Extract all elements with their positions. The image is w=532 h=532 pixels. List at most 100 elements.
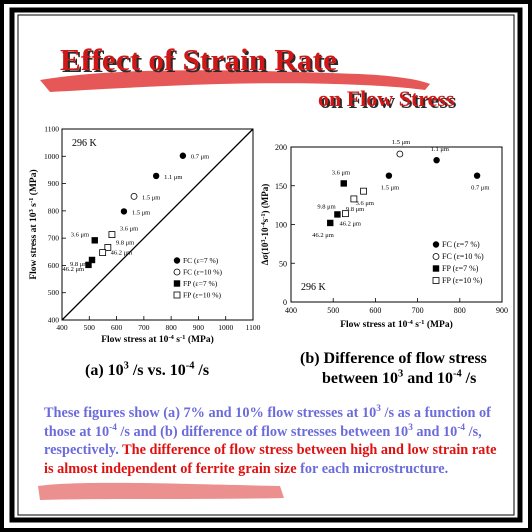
legend-label-a: FP (ε=7 %): [183, 279, 218, 288]
legend-marker-a: [173, 257, 181, 264]
legend-marker-b: [432, 241, 440, 248]
y-tick-label-a: 900: [48, 179, 60, 188]
legend-label-a: FC (ε=10 %): [183, 268, 223, 277]
point-label-a: 46.2 μm: [111, 250, 133, 257]
data-point-a: [120, 208, 128, 215]
data-point-a: [108, 231, 116, 238]
y-axis-label-a: Flow stress at 103 s-1 (MPa): [28, 169, 40, 279]
point-label-a: 3.6 μm: [120, 226, 138, 233]
point-label-b: 46.2 μm: [339, 221, 361, 228]
data-point-a: [179, 152, 187, 159]
point-label-a: 46.2 μm: [62, 266, 84, 273]
point-label-b: 1.5 μm: [392, 139, 410, 146]
point-label-b: 3.6 μm: [332, 169, 350, 176]
y-tick-label-a: 400: [48, 316, 60, 325]
y-tick-label-b: 50: [279, 259, 287, 268]
data-point-a: [152, 172, 160, 180]
data-point-a: [91, 237, 98, 244]
data-point-b: [360, 187, 367, 195]
data-point-a: [88, 256, 96, 264]
y-tick-label-b: 200: [275, 143, 287, 152]
legend-marker-a: [173, 291, 181, 299]
x-tick-label-a: 500: [84, 323, 96, 332]
data-point-b: [350, 195, 358, 203]
point-label-a: 9.8 μm: [70, 261, 88, 268]
data-point-a: [130, 192, 138, 200]
x-tick-label-a: 400: [56, 323, 68, 332]
temperature-label-b: 296 K: [301, 282, 327, 293]
title-brush-stroke: [40, 70, 430, 92]
point-label-b: 1.1 μm: [431, 146, 449, 153]
plot-area-b: [290, 146, 503, 303]
legend-label-b: FP (ε=7 %): [442, 264, 479, 273]
x-tick-label-b: 800: [454, 306, 466, 315]
data-point-b: [340, 180, 347, 187]
caption-b-line1: (b) Difference of flow stress: [300, 350, 487, 367]
highlight-text-1: The difference of flow stress between hi…: [122, 442, 497, 458]
data-point-b: [342, 210, 349, 218]
caption-a: (a) 103 /s vs. 10-4 /s: [85, 360, 210, 379]
point-label-a: 1.1 μm: [164, 174, 182, 181]
y-tick-label-a: 500: [48, 288, 60, 297]
x-axis-label-a: Flow stress at 10-4 s-1 (MPa): [101, 334, 214, 346]
x-tick-label-a: 1100: [246, 323, 261, 332]
y-tick-label-b: 150: [275, 182, 287, 191]
x-tick-label-b: 900: [496, 306, 508, 315]
point-label-b: 9.8 μm: [346, 206, 364, 213]
point-label-b: 9.8 μm: [317, 203, 335, 210]
y-tick-label-a: 1100: [44, 125, 59, 134]
x-tick-label-b: 700: [412, 306, 424, 315]
point-label-b: 0.7 μm: [471, 185, 489, 192]
y-tick-label-a: 600: [48, 261, 60, 270]
legend-label-a: FC (ε=7 %): [183, 256, 219, 265]
point-label-a: 1.5 μm: [142, 194, 160, 201]
x-tick-label-a: 700: [138, 323, 150, 332]
point-label-a: 1.5 μm: [132, 209, 150, 216]
data-point-b: [396, 150, 404, 158]
legend-label-b: FP (ε=10 %): [442, 276, 483, 285]
x-tick-label-a: 900: [193, 323, 205, 332]
x-tick-label-b: 600: [369, 306, 381, 315]
page-subtitle: on Flow Stress: [318, 86, 455, 111]
point-label-b: 46.2 μm: [312, 232, 334, 239]
data-point-b: [385, 172, 393, 179]
legend-label-a: FP (ε=10 %): [183, 291, 221, 300]
x-tick-label-b: 400: [285, 306, 297, 315]
data-point-b: [334, 211, 341, 218]
data-point-a: [104, 244, 112, 251]
data-point-b: [473, 172, 481, 179]
point-label-b: 1.5 μm: [381, 185, 399, 192]
x-axis-label-b: Flow stress at 10-4 s-1 (MPa): [340, 319, 453, 331]
page-title: Effect of Strain Rate: [60, 42, 338, 77]
caption-b-line2: between 103 and 10-4 /s: [322, 368, 477, 387]
text-brush-stroke: [38, 482, 284, 500]
point-label-b: 3.6 μm: [356, 200, 374, 207]
data-point-b: [433, 156, 440, 164]
y-tick-label-a: 800: [48, 206, 60, 215]
data-point-a: [99, 249, 107, 257]
legend-marker-b: [432, 265, 440, 272]
legend-label-b: FC (ε=7 %): [442, 240, 480, 249]
x-tick-label-a: 600: [111, 323, 123, 332]
description-text: These figures show (a) 7% and 10% flow s…: [44, 404, 497, 477]
legend-marker-a: [173, 280, 181, 287]
point-label-a: 9.8 μm: [116, 239, 134, 246]
data-point-b: [327, 219, 334, 227]
legend-label-b: FC (ε=10 %): [442, 252, 484, 261]
x-tick-label-a: 800: [166, 323, 178, 332]
legend-marker-b: [432, 253, 440, 260]
data-point-a: [85, 261, 92, 269]
y-tick-label-b: 100: [275, 221, 287, 230]
diagonal-line-a: [61, 128, 254, 321]
legend-marker-a: [173, 268, 181, 276]
y-tick-label-a: 700: [48, 234, 60, 243]
x-tick-label-a: 1000: [218, 323, 233, 332]
temperature-label-a: 296 K: [72, 138, 98, 149]
y-axis-label-b: Δσ(103-10-4s-1) (MPa): [260, 184, 271, 265]
legend-marker-b: [432, 277, 440, 284]
point-label-a: 0.7 μm: [191, 154, 209, 161]
point-label-a: 3.6 μm: [71, 231, 89, 238]
y-tick-label-b: 0: [283, 298, 287, 307]
